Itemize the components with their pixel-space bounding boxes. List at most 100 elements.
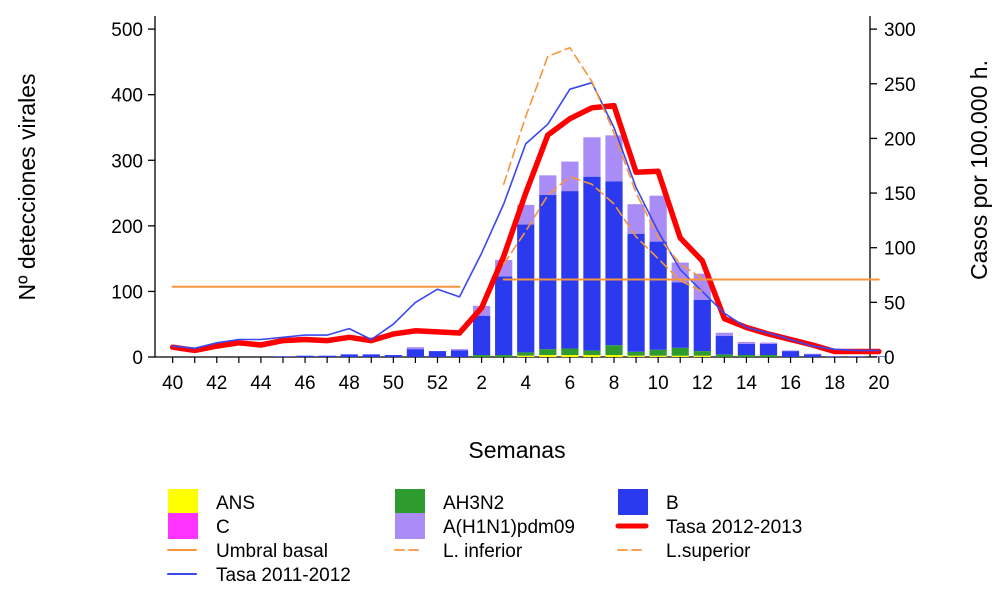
bar-a-h1n1-pdm09 [804,353,822,355]
y-right-tick-label: 250 [884,75,916,96]
bar-ans [517,355,535,357]
y-left-tick-label: 400 [111,86,143,107]
bar-b [561,191,579,349]
x-tick-label: 4 [520,373,531,394]
bar-b [472,315,491,356]
bar-ah3n2 [539,349,557,356]
x-tick-label: 14 [736,373,758,394]
y-right-tick-label: 200 [884,129,916,150]
x-tick-label: 12 [692,373,713,394]
bars-group [274,135,888,357]
bar-a-h1n1-pdm09 [781,350,800,352]
y-axis-left-label: Nº detecciones virales [14,73,40,300]
legend-ah3n2-label: AH3N2 [443,493,504,514]
x-axis-label: Semanas [468,437,565,463]
line-l-inferior [502,175,704,293]
bar-ans [671,355,689,357]
x-tick-label: 48 [339,373,360,394]
legend-c-swatch [168,513,198,539]
bar-b [649,241,667,350]
y-right-tick-label: 150 [884,184,916,205]
legend-l-superior: L.superior [617,541,751,562]
bar-ah3n2 [715,354,733,357]
x-tick-label: 50 [383,373,404,394]
bar-b [605,181,623,346]
bar-b [517,224,535,353]
legend-a-h1n1-pdm09: A(H1N1)pdm09 [395,513,575,539]
bar-a-h1n1-pdm09 [539,175,557,196]
bar-ah3n2 [627,351,645,356]
bar-ah3n2 [495,355,513,357]
bar-b [583,176,601,351]
legend-umbral-basal-label: Umbral basal [216,541,328,562]
legend-c: C [168,513,230,539]
bar-b [804,354,822,357]
bar-ans [605,355,623,357]
legend-b: B [618,489,679,515]
x-tick-label: 46 [294,373,315,394]
y-left-tick-label: 0 [132,348,143,369]
bar-ans [561,355,579,357]
bar-a-h1n1-pdm09 [450,349,469,351]
axes-group [154,16,871,358]
x-tick-label: 20 [868,373,889,394]
bar-b [781,351,800,357]
bar-ans [649,355,667,357]
x-tick-label: 44 [250,373,272,394]
legend-b-swatch [618,489,648,515]
bar-b [340,354,358,357]
bar-ans [627,355,645,357]
bar-a-h1n1-pdm09 [406,347,425,350]
legend-b-label: B [666,493,679,514]
bar-ans [583,355,601,357]
bar-ah3n2 [472,355,491,357]
legend-ans: ANS [168,489,255,515]
legend: ANS AH3N2 B C A(H1N1)pdm09 Tasa 2012-2013 Umbr… [167,489,802,586]
legend-ah3n2: AH3N2 [395,489,504,515]
bar-a-h1n1-pdm09 [649,195,667,242]
legend-tasa-2011-2012-label: Tasa 2011-2012 [216,565,351,586]
line-l-superior [502,46,704,280]
bar-a-h1n1-pdm09 [583,137,601,177]
x-tick-label: 8 [609,373,620,394]
y-right-tick-label: 300 [884,20,916,41]
bar-b [693,299,711,352]
bar-a-h1n1-pdm09 [759,342,778,344]
bar-b [826,356,844,357]
bar-ah3n2 [671,347,689,356]
bar-a-h1n1-pdm09 [715,332,733,337]
bar-b [627,233,645,352]
bar-ah3n2 [561,348,579,356]
x-tick-label: 42 [206,373,227,394]
bar-ah3n2 [605,345,623,356]
bar-b [318,355,336,357]
y-left-tick-label: 100 [111,282,143,303]
y-axis-right-label: Casos por 100.000 h. [966,60,992,280]
bar-b [384,355,402,357]
y-left-tick-label: 200 [111,217,143,238]
bar-ah3n2 [693,351,711,356]
x-tick-label: 2 [476,373,487,394]
x-tick-label: 40 [162,373,183,394]
bar-b [848,356,866,357]
legend-tasa-2011-2012: Tasa 2011-2012 [167,565,351,586]
legend-ans-swatch [168,489,198,515]
legend-a-h1n1-pdm09-label: A(H1N1)pdm09 [443,517,575,538]
bar-b [495,276,513,356]
legend-ah3n2-swatch [395,489,425,515]
bar-b [450,350,469,357]
y-left-tick-label: 500 [111,20,143,41]
legend-tasa-2012-2013: Tasa 2012-2013 [615,517,802,538]
legend-ans-label: ANS [216,493,255,514]
bar-ah3n2 [583,350,601,356]
bar-b [715,336,733,355]
x-tick-label: 6 [565,373,576,394]
bar-ah3n2 [737,355,756,357]
bar-a-h1n1-pdm09 [561,161,579,192]
bar-ah3n2 [759,355,778,357]
bar-b [737,343,756,356]
x-tick-label: 16 [780,373,801,394]
